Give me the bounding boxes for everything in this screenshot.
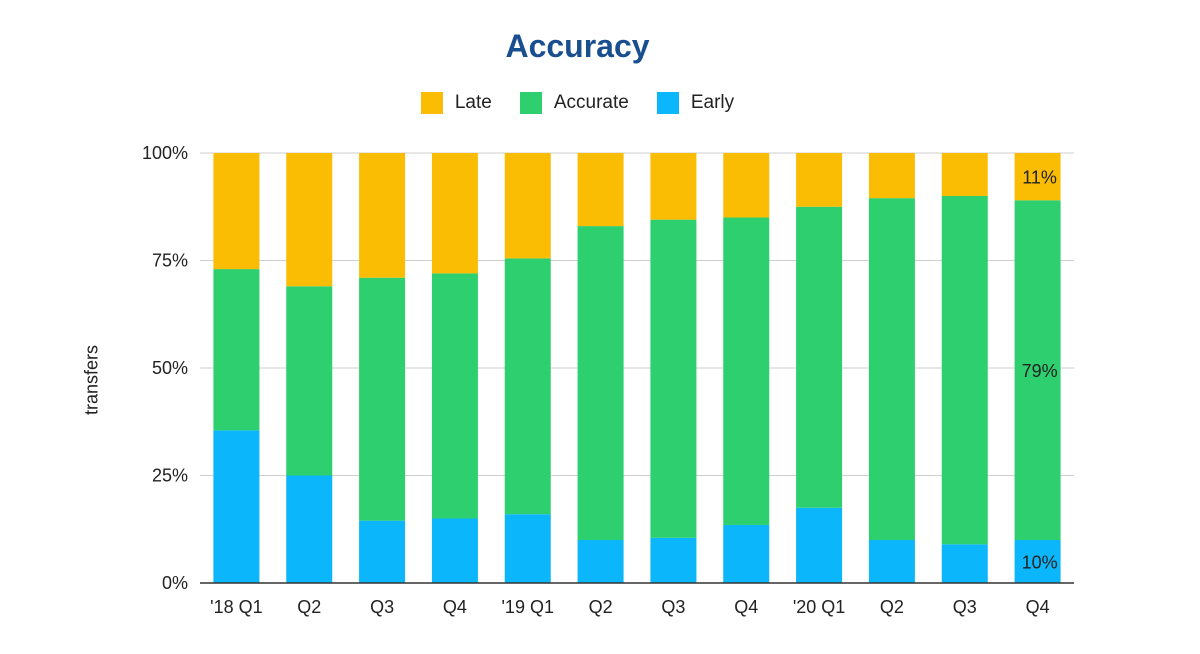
bar-accurate <box>941 196 988 545</box>
y-tick-label: 50% <box>152 358 188 378</box>
bar-late <box>577 153 624 227</box>
y-tick-label: 75% <box>152 251 188 271</box>
bar-late <box>650 153 697 220</box>
x-tick-label: Q3 <box>370 597 394 617</box>
bar-late <box>359 153 406 278</box>
data-label: 79% <box>1022 361 1058 381</box>
bar-accurate <box>431 273 478 519</box>
bar-late <box>504 153 551 259</box>
legend-item-early[interactable]: Early <box>656 92 735 114</box>
bar-early <box>431 518 478 583</box>
bar-early <box>723 524 770 583</box>
legend-item-accurate[interactable]: Accurate <box>519 92 629 114</box>
bar-late <box>1014 153 1061 201</box>
bar-accurate <box>577 226 624 540</box>
bar-accurate <box>723 217 770 525</box>
legend-swatch-late <box>420 92 443 114</box>
legend-label-late: Late <box>454 92 492 113</box>
bar-early <box>650 537 697 583</box>
bar-late <box>941 153 988 196</box>
data-label: 11% <box>1022 168 1057 188</box>
y-tick-label: 100% <box>142 143 188 163</box>
legend-item-late[interactable]: Late <box>420 92 492 114</box>
legend-label-accurate: Accurate <box>553 92 629 113</box>
x-tick-label: Q2 <box>297 597 321 617</box>
bar-early <box>1014 540 1061 583</box>
x-tick-label: Q4 <box>734 597 758 617</box>
bar-early <box>796 507 843 583</box>
bar-late <box>213 153 260 270</box>
bar-early <box>577 540 624 583</box>
data-label: 10% <box>1022 553 1058 573</box>
bar-early <box>213 430 260 583</box>
legend-swatch-early <box>656 92 679 114</box>
chart-title: Accuracy <box>505 28 650 64</box>
x-tick-label: '19 Q1 <box>502 597 554 617</box>
legend: Late Accurate Early <box>0 92 1155 114</box>
bar-accurate <box>650 219 697 538</box>
bar-early <box>504 514 551 583</box>
x-tick-label: '18 Q1 <box>210 597 262 617</box>
y-tick-label: 0% <box>162 573 188 593</box>
bar-early <box>359 520 406 583</box>
bar-late <box>723 153 770 218</box>
bar-early <box>941 544 988 583</box>
x-tick-label: Q2 <box>589 597 613 617</box>
bar-accurate <box>286 286 333 476</box>
bar-late <box>868 153 915 199</box>
legend-swatch-accurate <box>519 92 542 114</box>
bar-late <box>286 153 333 287</box>
x-tick-label: Q3 <box>661 597 685 617</box>
x-tick-label: Q4 <box>443 597 467 617</box>
legend-label-early: Early <box>690 92 735 113</box>
x-tick-label: Q2 <box>880 597 904 617</box>
bar-accurate <box>868 198 915 540</box>
bar-late <box>796 153 843 207</box>
bar-accurate <box>796 206 843 508</box>
bar-early <box>868 540 915 583</box>
bar-accurate <box>1014 200 1061 541</box>
x-tick-label: Q3 <box>953 597 977 617</box>
bar-accurate <box>213 269 260 431</box>
bar-early <box>286 475 333 583</box>
bar-late <box>431 153 478 274</box>
bar-accurate <box>504 258 551 515</box>
bar-accurate <box>359 277 406 521</box>
y-tick-label: 25% <box>152 466 188 486</box>
x-tick-label: Q4 <box>1026 597 1050 617</box>
x-tick-label: '20 Q1 <box>793 597 845 617</box>
